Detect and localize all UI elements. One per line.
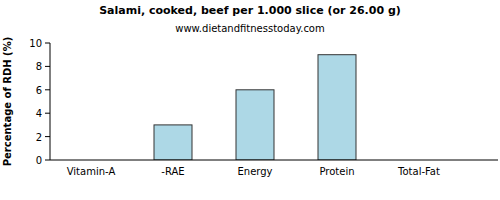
x-tick-label: Energy (237, 166, 272, 177)
bars (154, 55, 356, 160)
y-axis (50, 43, 51, 160)
y-tick-label: 2 (36, 132, 42, 143)
bar (154, 125, 192, 160)
bar (318, 55, 356, 160)
bar (236, 90, 274, 160)
y-axis-label: Percentage of RDH (%) (2, 37, 13, 167)
y-tick-label: 0 (36, 155, 42, 166)
y-tick-label: 4 (36, 108, 42, 119)
x-axis (50, 160, 498, 161)
y-tick-label: 8 (36, 61, 42, 72)
y-tick (45, 43, 50, 44)
y-tick (45, 113, 50, 114)
y-tick-label: 10 (29, 38, 42, 49)
subtitle: www.dietandfitnesstoday.com (175, 23, 324, 34)
title: Salami, cooked, beef per 1.000 slice (or… (99, 4, 401, 17)
x-tick-label: Vitamin-A (67, 166, 116, 177)
y-tick (45, 136, 50, 137)
chart: Salami, cooked, beef per 1.000 slice (or… (0, 0, 500, 200)
x-tick-label: Protein (319, 166, 354, 177)
y-tick (45, 160, 50, 161)
y-tick-label: 6 (36, 85, 42, 96)
y-tick (45, 89, 50, 90)
y-tick (45, 66, 50, 67)
x-tick-label: Total-Fat (397, 166, 440, 177)
x-tick-label: -RAE (161, 166, 184, 177)
